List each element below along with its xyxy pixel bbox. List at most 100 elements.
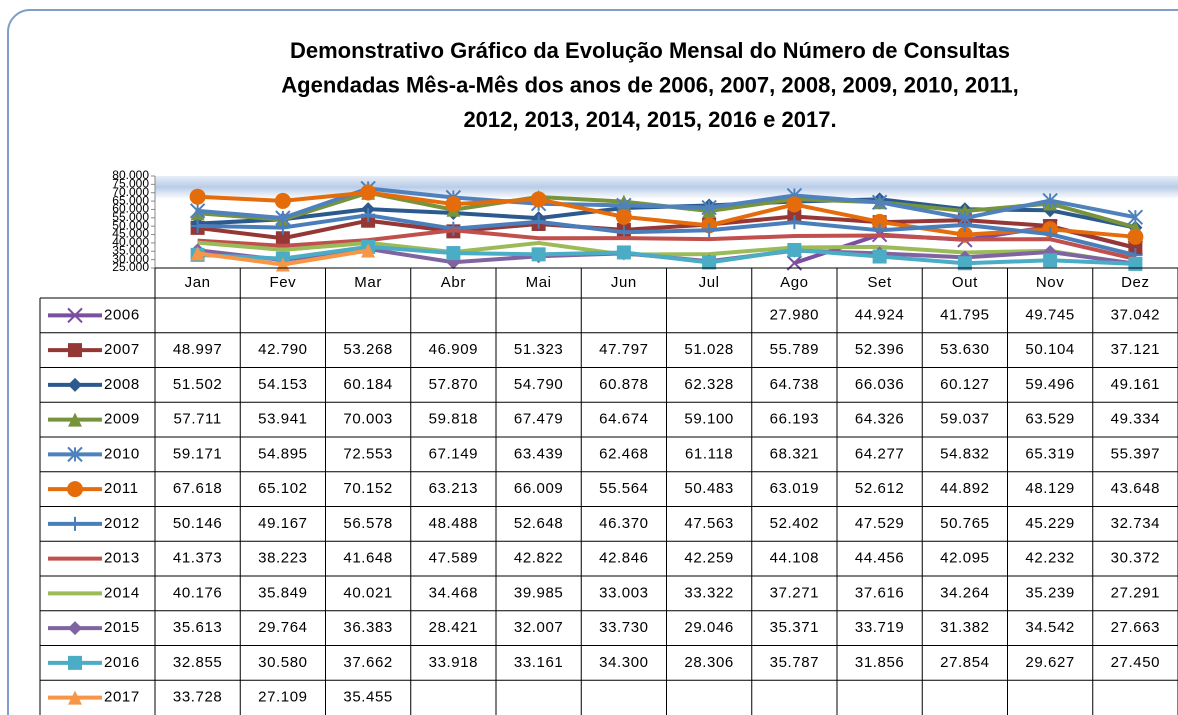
marker	[67, 446, 83, 463]
table-value: 29.046	[684, 619, 733, 636]
table-value: 40.021	[343, 584, 392, 601]
table-value: 42.790	[258, 341, 307, 358]
table-value: 35.613	[173, 619, 222, 636]
table-value: 54.153	[258, 376, 307, 393]
table-value: 34.542	[1025, 619, 1074, 636]
table-value: 42.846	[599, 550, 648, 567]
marker	[787, 242, 802, 257]
marker	[787, 215, 802, 230]
marker	[1043, 245, 1058, 260]
table-value: 54.895	[258, 445, 307, 462]
table-value: 44.456	[855, 550, 904, 567]
table-value: 52.648	[514, 515, 563, 532]
table-value: 54.832	[940, 445, 989, 462]
line	[197, 228, 1136, 261]
table-value: 35.239	[1025, 584, 1074, 601]
table-value: 31.856	[855, 654, 904, 671]
table-value: 37.042	[1111, 306, 1160, 323]
legend-label: 2006	[104, 306, 140, 323]
x-tick-label: Out	[952, 274, 978, 291]
table-value: 50.483	[684, 480, 733, 497]
table-value: 57.711	[173, 411, 221, 428]
table-value: 28.421	[429, 619, 478, 636]
table-value: 37.121	[1111, 341, 1160, 358]
table-value: 41.648	[343, 550, 392, 567]
marker	[446, 246, 461, 261]
title-line: Demonstrativo Gráfico da Evolução Mensal…	[290, 38, 1010, 63]
x-tick-label: Fev	[269, 274, 296, 291]
table-value: 59.171	[173, 445, 222, 462]
table-value: 52.612	[855, 480, 904, 497]
table-value: 36.383	[343, 619, 392, 636]
marker	[1127, 228, 1144, 245]
legend-label: 2014	[104, 584, 140, 601]
marker	[616, 245, 631, 260]
table-value: 27.291	[1111, 584, 1160, 601]
table-value: 64.674	[599, 411, 648, 428]
y-tick-label: 75.000	[112, 177, 149, 191]
y-tick-label: 40.000	[112, 235, 149, 249]
table-value: 46.909	[429, 341, 478, 358]
table-value: 47.589	[429, 550, 478, 567]
table-value: 37.616	[855, 584, 904, 601]
title-line: Agendadas Mês-a-Mês dos anos de 2006, 20…	[281, 72, 1018, 97]
line	[197, 190, 1136, 239]
table-value: 60.878	[599, 376, 648, 393]
table-value: 32.855	[173, 654, 222, 671]
y-tick-label: 30.000	[112, 252, 149, 266]
table-value: 42.259	[684, 550, 733, 567]
title-line: 2012, 2013, 2014, 2015, 2016 e 2017.	[463, 107, 836, 132]
table-value: 53.630	[940, 341, 989, 358]
table-value: 47.529	[855, 515, 904, 532]
marker	[68, 343, 82, 358]
table-value: 44.108	[770, 550, 819, 567]
legend-label: 2016	[104, 654, 140, 671]
table-value: 35.455	[343, 689, 392, 706]
legend-key	[48, 307, 102, 324]
table-value: 49.161	[1111, 376, 1160, 393]
table-value: 42.095	[940, 550, 989, 567]
table-value: 43.648	[1111, 480, 1160, 497]
table-value: 60.127	[940, 376, 989, 393]
y-tick-label: 60.000	[112, 202, 149, 216]
table-value: 55.397	[1111, 445, 1160, 462]
marker	[68, 690, 82, 705]
table-value: 70.152	[343, 480, 392, 497]
table-value: 33.322	[684, 584, 733, 601]
marker	[190, 218, 205, 233]
legend-key	[48, 516, 102, 531]
line	[197, 214, 1136, 250]
table-value: 51.028	[684, 341, 733, 358]
table-value: 41.795	[940, 306, 989, 323]
table-value: 51.502	[173, 376, 222, 393]
marker	[189, 203, 206, 219]
marker	[68, 516, 82, 531]
table-value: 63.439	[514, 445, 563, 462]
table-value: 66.009	[514, 480, 563, 497]
table-value: 53.941	[258, 411, 307, 428]
table-value: 29.627	[1025, 654, 1074, 671]
table-value: 49.745	[1025, 306, 1074, 323]
table-value: 33.719	[855, 619, 904, 636]
table-value: 33.161	[514, 654, 563, 671]
table-value: 61.118	[685, 445, 733, 462]
marker	[361, 208, 376, 223]
legend-label: 2013	[104, 550, 140, 567]
marker	[275, 220, 290, 235]
table-value: 41.373	[173, 550, 222, 567]
legend-key	[48, 377, 102, 392]
y-tick-label: 35.000	[112, 243, 149, 257]
table-value: 62.468	[599, 445, 648, 462]
table-value: 42.232	[1025, 550, 1074, 567]
table-value: 27.854	[940, 654, 989, 671]
table-value: 30.580	[258, 654, 307, 671]
series	[197, 228, 1136, 261]
table-value: 38.223	[258, 550, 307, 567]
table-value: 53.268	[343, 341, 392, 358]
table-value: 50.146	[173, 515, 222, 532]
marker	[360, 184, 377, 201]
table-value: 37.662	[343, 654, 392, 671]
table-value: 37.271	[770, 584, 819, 601]
x-tick-label: Jul	[699, 274, 720, 291]
